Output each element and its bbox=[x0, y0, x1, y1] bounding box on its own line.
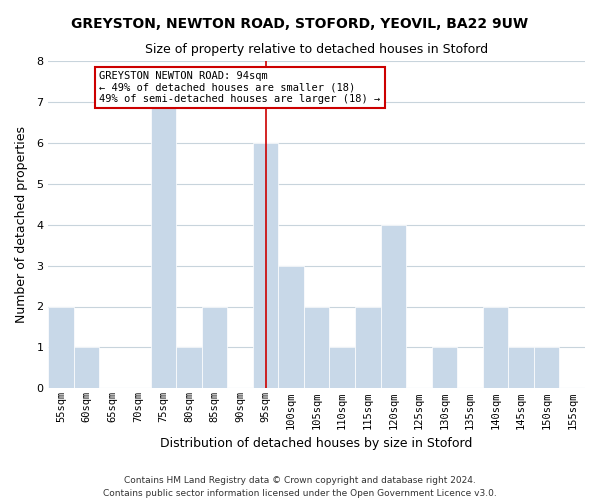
Bar bbox=[253, 142, 278, 388]
Bar bbox=[74, 348, 100, 389]
Bar bbox=[508, 348, 534, 389]
Bar bbox=[329, 348, 355, 389]
Bar bbox=[355, 306, 380, 388]
Bar bbox=[534, 348, 559, 389]
Bar bbox=[304, 306, 329, 388]
X-axis label: Distribution of detached houses by size in Stoford: Distribution of detached houses by size … bbox=[160, 437, 473, 450]
Text: Contains HM Land Registry data © Crown copyright and database right 2024.
Contai: Contains HM Land Registry data © Crown c… bbox=[103, 476, 497, 498]
Bar bbox=[49, 306, 74, 388]
Bar bbox=[202, 306, 227, 388]
Y-axis label: Number of detached properties: Number of detached properties bbox=[15, 126, 28, 323]
Bar bbox=[278, 266, 304, 388]
Bar bbox=[176, 348, 202, 389]
Bar bbox=[483, 306, 508, 388]
Text: GREYSTON NEWTON ROAD: 94sqm
← 49% of detached houses are smaller (18)
49% of sem: GREYSTON NEWTON ROAD: 94sqm ← 49% of det… bbox=[100, 71, 380, 104]
Bar bbox=[431, 348, 457, 389]
Text: GREYSTON, NEWTON ROAD, STOFORD, YEOVIL, BA22 9UW: GREYSTON, NEWTON ROAD, STOFORD, YEOVIL, … bbox=[71, 18, 529, 32]
Bar bbox=[380, 224, 406, 388]
Title: Size of property relative to detached houses in Stoford: Size of property relative to detached ho… bbox=[145, 42, 488, 56]
Bar bbox=[151, 102, 176, 389]
